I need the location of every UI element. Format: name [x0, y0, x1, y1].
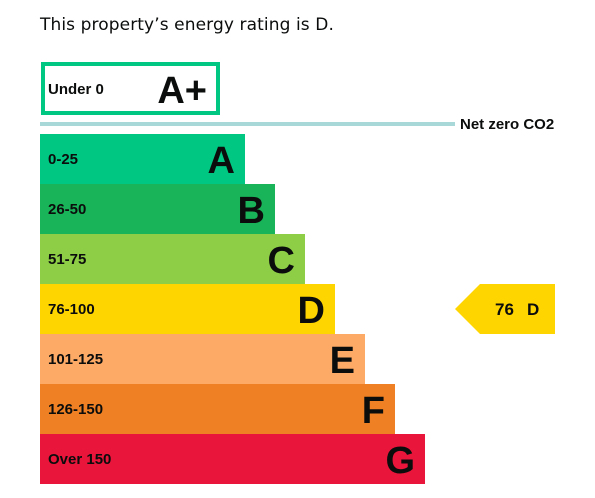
band-e-bar	[40, 334, 365, 384]
band-c-range: 51-75	[48, 251, 86, 268]
band-aplus-box	[41, 62, 220, 115]
band-f-range: 126-150	[48, 401, 103, 418]
band-d-bar	[40, 284, 335, 334]
band-f-bar	[40, 384, 395, 434]
band-g-bar	[40, 434, 425, 484]
band-b-bar	[40, 184, 275, 234]
band-g-letter: G	[385, 440, 415, 482]
band-f-letter: F	[362, 390, 385, 432]
band-b-range: 26-50	[48, 201, 86, 218]
current-rating-score: 76	[495, 300, 514, 319]
band-e-letter: E	[330, 340, 355, 382]
band-a-letter: A	[208, 140, 235, 182]
current-rating-band: D	[527, 300, 539, 319]
band-aplus-letter: A+	[157, 70, 207, 112]
current-rating-pointer	[455, 284, 555, 334]
band-a-bar	[40, 134, 245, 184]
band-e-range: 101-125	[48, 351, 103, 368]
band-d-range: 76-100	[48, 301, 95, 318]
band-c-bar	[40, 234, 305, 284]
band-a-range: 0-25	[48, 151, 78, 168]
energy-rating-intro: This property’s energy rating is D.	[40, 15, 334, 35]
band-g-range: Over 150	[48, 451, 111, 468]
band-aplus-range: Under 0	[48, 81, 104, 98]
net-zero-label: Net zero CO2	[460, 116, 554, 133]
band-b-letter: B	[238, 190, 265, 232]
band-c-letter: C	[268, 240, 295, 282]
band-d-letter: D	[298, 290, 325, 332]
